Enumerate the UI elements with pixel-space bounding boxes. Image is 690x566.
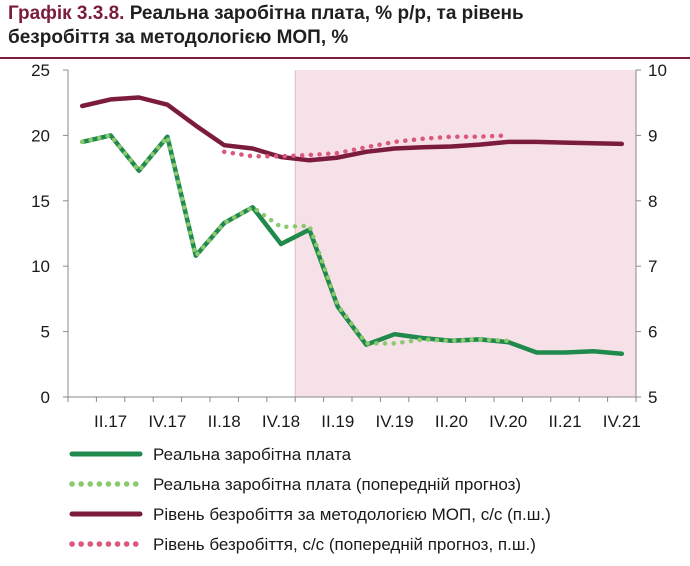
x-tick-label: II.21 xyxy=(548,412,581,431)
left-tick-label: 5 xyxy=(41,323,50,342)
right-tick-label: 10 xyxy=(648,61,667,80)
left-tick-label: 15 xyxy=(31,192,50,211)
series-line-2 xyxy=(79,95,625,163)
x-tick-label: IV.18 xyxy=(262,412,300,431)
right-tick-label: 6 xyxy=(648,323,657,342)
x-tick-label: II.17 xyxy=(94,412,127,431)
x-tick-label: IV.20 xyxy=(489,412,527,431)
right-tick-label: 7 xyxy=(648,257,657,276)
right-tick-label: 5 xyxy=(648,388,657,407)
legend-label-1: Реальна заробітна плата (попередній прог… xyxy=(153,475,521,494)
legend-label-0: Реальна заробітна плата xyxy=(153,445,352,464)
chart-number: Графік 3.3.8. xyxy=(8,3,125,24)
title-rule xyxy=(0,57,690,59)
title-line-2: безробіття за методологією МОП, % xyxy=(8,27,349,48)
series-line-1 xyxy=(79,133,511,346)
x-tick-label: IV.17 xyxy=(148,412,186,431)
x-tick-label: IV.21 xyxy=(603,412,641,431)
title-line-1: Реальна заробітна плата, % р/р, та рівен… xyxy=(129,3,524,24)
legend-label-2: Рівень безробіття за методологією МОП, с… xyxy=(153,505,551,524)
right-tick-label: 8 xyxy=(648,192,657,211)
forecast-shading xyxy=(295,70,636,397)
x-tick-label: II.18 xyxy=(208,412,241,431)
left-tick-label: 25 xyxy=(31,61,50,80)
right-tick-label: 9 xyxy=(648,126,657,145)
left-tick-label: 0 xyxy=(41,388,50,407)
x-tick-label: II.19 xyxy=(321,412,354,431)
chart-title: Графік 3.3.8. Реальна заробітна плата, %… xyxy=(8,2,684,50)
left-tick-label: 10 xyxy=(31,257,50,276)
x-tick-label: IV.19 xyxy=(376,412,414,431)
left-tick-label: 20 xyxy=(31,126,50,145)
legend-label-3: Рівень безробіття, с/с (попередній прогн… xyxy=(153,535,536,554)
x-tick-label: II.20 xyxy=(435,412,468,431)
